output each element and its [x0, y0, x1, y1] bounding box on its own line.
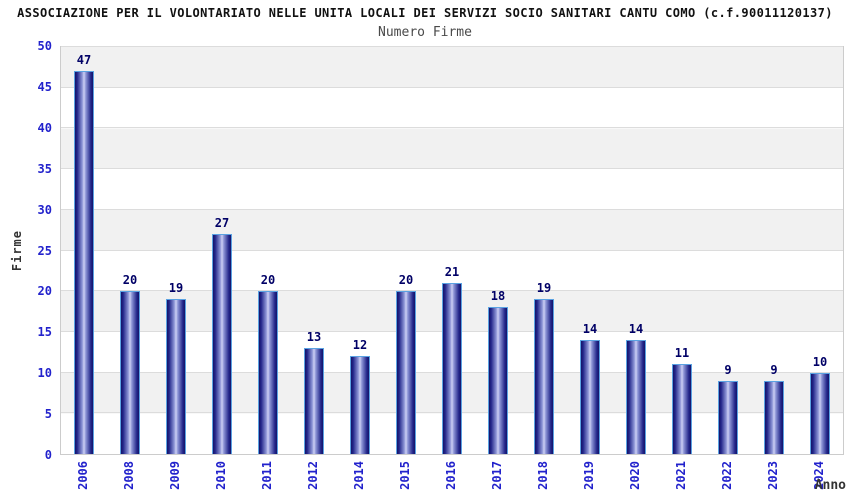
bar-slot: 20 2011 — [245, 47, 291, 490]
y-tick-label: 25 — [37, 243, 52, 258]
plot-area: 47 2006 20 2008 19 2009 27 2010 20 2011 13 2012 12 20… — [60, 46, 844, 490]
bar — [672, 364, 692, 454]
bar-slot: 27 2010 — [199, 47, 245, 490]
y-tick-label: 35 — [37, 161, 52, 176]
bar-slot: 11 2021 — [659, 47, 705, 490]
bar-value-label: 19 — [536, 281, 552, 296]
bar-slot: 21 2016 — [429, 47, 475, 490]
bar-value-label: 9 — [770, 362, 778, 377]
gridline — [61, 127, 843, 129]
x-tick-label: 2015 — [398, 461, 412, 490]
bar — [120, 291, 140, 454]
bar — [764, 380, 784, 454]
bar-value-label: 13 — [306, 330, 322, 345]
bar-slot: 14 2019 — [567, 47, 613, 490]
bar-slot: 12 2014 — [337, 47, 383, 490]
bar — [166, 299, 186, 454]
x-tick-label: 2019 — [582, 461, 596, 490]
y-tick-label: 30 — [37, 202, 52, 217]
bar-value-label: 27 — [214, 216, 230, 231]
x-axis-title: Anno — [814, 478, 846, 493]
bar — [396, 291, 416, 454]
chart-title: ASSOCIAZIONE PER IL VOLONTARIATO NELLE U… — [17, 6, 833, 20]
x-tick-label: 2006 — [76, 461, 90, 490]
y-tick-label: 50 — [37, 39, 52, 53]
bar-value-label: 18 — [490, 289, 506, 304]
chart-subtitle: Numero Firme — [378, 25, 472, 40]
bar-slot: 13 2012 — [291, 47, 337, 490]
bar — [810, 372, 830, 454]
bar-value-label: 20 — [398, 273, 414, 288]
bar-value-label: 14 — [628, 322, 644, 337]
bar — [350, 356, 370, 454]
y-axis: 0 5 10 15 20 25 30 35 40 45 50 — [0, 40, 52, 461]
gridline — [61, 249, 843, 251]
bar — [580, 340, 600, 454]
bar — [74, 71, 94, 454]
y-tick-label: 10 — [37, 366, 52, 381]
bar-value-label: 19 — [168, 281, 184, 296]
bar — [304, 348, 324, 454]
x-tick-label: 2023 — [766, 461, 780, 490]
bar-value-label: 14 — [582, 322, 598, 337]
x-tick-label: 2011 — [260, 461, 274, 490]
gridline — [61, 46, 843, 47]
y-tick-label: 15 — [37, 325, 52, 340]
bar-slot: 14 2020 — [613, 47, 659, 490]
x-tick-label: 2022 — [720, 461, 734, 490]
x-tick-label: 2012 — [306, 461, 320, 490]
bar-value-label: 21 — [444, 265, 460, 280]
x-tick-label: 2018 — [536, 461, 550, 490]
bar — [534, 299, 554, 454]
gridline — [61, 86, 843, 88]
bar-value-label: 20 — [122, 273, 138, 288]
x-tick-label: 2017 — [490, 461, 504, 490]
bar — [258, 291, 278, 454]
x-tick-label: 2009 — [168, 461, 182, 490]
bar-value-label: 10 — [812, 354, 828, 369]
bar-value-label: 47 — [76, 53, 92, 68]
y-tick-label: 0 — [44, 448, 52, 462]
bar — [626, 340, 646, 454]
gridline — [61, 208, 843, 210]
x-tick-label: 2014 — [352, 461, 366, 490]
bar-value-label: 20 — [260, 273, 276, 288]
bar-slot: 10 2024 — [797, 47, 843, 490]
bar — [212, 234, 232, 454]
x-tick-label: 2020 — [628, 461, 642, 490]
bar-value-label: 12 — [352, 338, 368, 353]
y-axis-title: Firme — [10, 46, 24, 455]
x-tick-label: 2016 — [444, 461, 458, 490]
bar-slot: 18 2017 — [475, 47, 521, 490]
x-tick-label: 2021 — [674, 461, 688, 490]
y-tick-label: 5 — [44, 407, 52, 422]
y-tick-label: 40 — [37, 120, 52, 135]
x-tick-label: 2010 — [214, 461, 228, 490]
y-axis-title-label: Firme — [10, 229, 24, 272]
bar — [718, 380, 738, 454]
bar-slot: 9 2022 — [705, 47, 751, 490]
y-tick-label: 20 — [37, 284, 52, 299]
bar-slot: 19 2018 — [521, 47, 567, 490]
x-tick-label: 2008 — [122, 461, 136, 490]
bar-slot: 19 2009 — [153, 47, 199, 490]
y-tick-label: 45 — [37, 79, 52, 94]
bar-value-label: 11 — [674, 346, 690, 361]
gridline — [61, 168, 843, 170]
bar — [442, 283, 462, 454]
bars-container: 47 2006 20 2008 19 2009 27 2010 20 2011 13 2012 12 20… — [61, 47, 843, 490]
bar — [488, 307, 508, 454]
bar-slot: 9 2023 — [751, 47, 797, 490]
bar-value-label: 9 — [724, 362, 732, 377]
bar-slot: 20 2008 — [107, 47, 153, 490]
bar-slot: 20 2015 — [383, 47, 429, 490]
bar-slot: 47 2006 — [61, 47, 107, 490]
